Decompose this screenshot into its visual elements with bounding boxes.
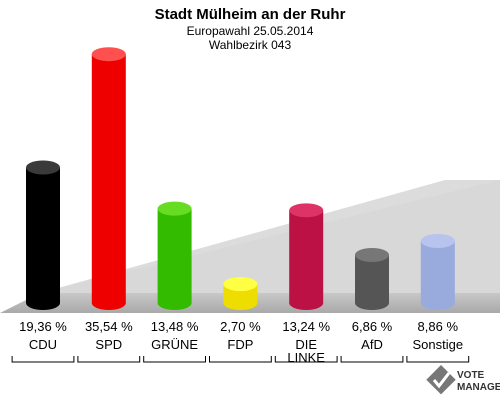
bar-body (355, 254, 389, 303)
bar-die-linke (289, 203, 324, 310)
category-label: GRÜNE (151, 337, 198, 352)
bar-top-cap (420, 233, 455, 248)
bar-top-cap (91, 47, 126, 62)
value-label: 6,86 % (352, 319, 393, 334)
category-bracket (340, 356, 404, 363)
chart-subtitle-2: Wahlbezirk 043 (209, 38, 292, 52)
bar-sonstige (420, 233, 455, 310)
vote-manager-logo: VOTE MANAGER (426, 365, 500, 395)
bar-grüne (157, 201, 192, 310)
logo-line-1: VOTE (457, 370, 485, 381)
bar-body (289, 210, 324, 303)
chart-subtitle-1: Europawahl 25.05.2014 (187, 24, 314, 38)
bar-bottom-cap (355, 296, 389, 310)
bar-top-cap (223, 277, 258, 292)
bar-bottom-cap (420, 296, 455, 310)
category-label: FDP (227, 337, 253, 352)
bar-top-cap (289, 203, 324, 218)
value-label: 13,24 % (282, 319, 330, 334)
labels-layer: 19,36 % CDU 35,54 % SPD 13,48 % GRÜNE 2,70 % FD… (11, 319, 470, 365)
bars-layer (26, 47, 455, 310)
bar-cdu (26, 160, 60, 310)
value-label: 19,36 % (19, 319, 67, 334)
category-label: CDU (29, 337, 57, 352)
bar-top-cap (26, 160, 60, 175)
category-bracket (11, 356, 75, 363)
bar-fdp (223, 277, 258, 310)
bar-top-cap (355, 247, 389, 262)
category-label: LINKE (287, 350, 325, 365)
category-bracket (77, 356, 141, 363)
category-label: Sonstige (413, 337, 464, 352)
bar-afd (355, 247, 389, 310)
bar-bottom-cap (223, 296, 258, 310)
category-bracket (406, 356, 470, 363)
bar-bottom-cap (91, 296, 126, 310)
bar-body (26, 167, 60, 303)
category-label: DIE (295, 337, 317, 352)
logo-line-2: MANAGER (457, 382, 500, 393)
bar-body (420, 240, 455, 303)
bar-bottom-cap (289, 296, 324, 310)
category-bracket (209, 356, 272, 363)
value-label: 13,48 % (151, 319, 199, 334)
bar-spd (91, 47, 126, 310)
value-label: 2,70 % (220, 319, 261, 334)
category-bracket (274, 356, 338, 363)
bar-body (157, 208, 192, 303)
bar-top-cap (157, 201, 192, 216)
bar-body (91, 54, 126, 303)
category-label: SPD (95, 337, 122, 352)
category-bracket (143, 356, 206, 363)
checkmark-x-icon (426, 365, 456, 395)
value-label: 8,86 % (418, 319, 459, 334)
value-label: 35,54 % (85, 319, 133, 334)
chart-title: Stadt Mülheim an der Ruhr (155, 6, 346, 23)
bar-bottom-cap (157, 296, 192, 310)
bar-bottom-cap (26, 296, 60, 310)
category-label: AfD (361, 337, 383, 352)
